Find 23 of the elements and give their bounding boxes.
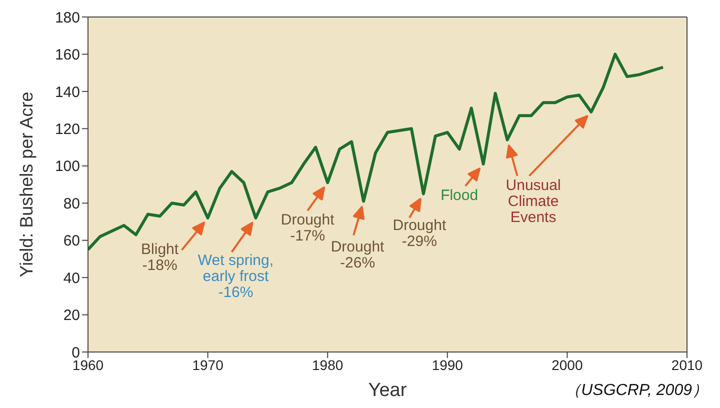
y-tick-label: 100 (54, 158, 80, 176)
y-tick-label: 180 (54, 9, 80, 26)
annotation: Blight -18% (141, 241, 180, 274)
text: （USGCRP, 2009） (565, 381, 708, 401)
x-tick-label: 2010 (671, 356, 703, 373)
x-tick-label: 1970 (192, 356, 224, 373)
y-tick-label: 40 (63, 270, 80, 287)
x-tick-label: 1980 (312, 356, 344, 373)
y-tick-label: 120 (54, 120, 80, 138)
y-tick-label: 80 (63, 195, 80, 212)
y-axis-title: Yield: Bushels per Acre (16, 92, 36, 278)
annotation: Flood (440, 187, 478, 204)
y-tick-label: 160 (54, 46, 80, 64)
y-tick-label: 20 (63, 307, 80, 324)
annotation: Wet spring, early frost -16% (198, 252, 274, 301)
x-tick-label: 2000 (552, 356, 583, 373)
y-tick-label: 60 (63, 232, 80, 250)
annotation: Unusual Climate Events (506, 176, 561, 226)
x-tick-label: 1990 (432, 356, 464, 373)
annotation: Drought -26% (330, 238, 386, 272)
x-axis-title: Year (368, 380, 408, 401)
annotation: Drought -29% (392, 216, 447, 250)
y-tick-label: 140 (54, 84, 80, 101)
